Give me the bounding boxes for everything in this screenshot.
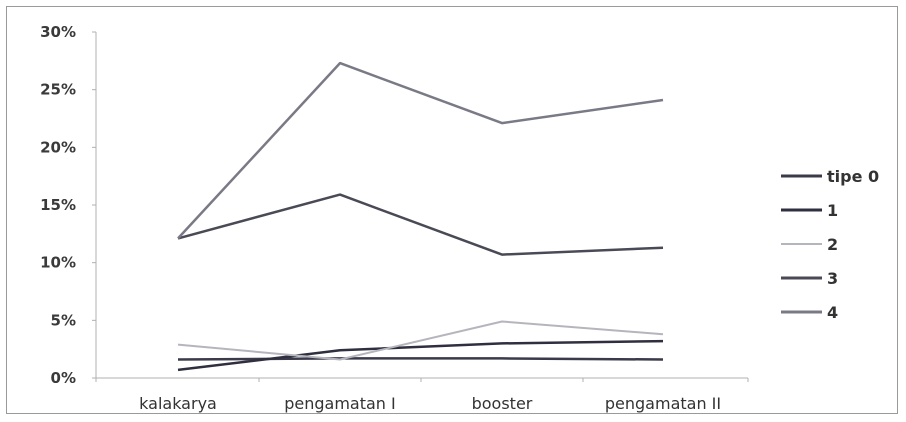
series-line-1 (177, 339, 664, 372)
legend-label-1: 1 (827, 201, 838, 220)
x-axis-ticks: kalakarya pengamatan I booster pengamatan I… (95, 378, 749, 413)
x-tick-label-1: pengamatan I (284, 394, 396, 413)
series-line-4 (177, 61, 664, 240)
x-tick-label-0: kalakarya (139, 394, 217, 413)
y-tick-label-3: 15% (40, 196, 76, 214)
y-tick-label-4: 20% (40, 138, 76, 156)
y-tick-label-5: 25% (40, 81, 76, 99)
series-line-0 (177, 357, 664, 361)
legend-label-0: tipe 0 (827, 167, 879, 186)
series-line-2 (177, 320, 664, 361)
x-tick-label-3: pengamatan II (605, 394, 721, 413)
x-tick-label-2: booster (472, 394, 533, 413)
y-tick-label-0: 0% (51, 369, 76, 387)
legend-label-2: 2 (827, 235, 838, 254)
y-tick-label-1: 5% (51, 311, 76, 329)
legend-label-3: 3 (827, 269, 838, 288)
legend-label-4: 4 (827, 303, 838, 322)
y-tick-label-6: 30% (40, 23, 76, 41)
series-line-3 (177, 193, 664, 256)
y-tick-label-2: 10% (40, 254, 76, 272)
y-axis-ticks: 0% 5% 10% 15% 20% 25% 30% (40, 23, 96, 387)
legend: tipe 0 1 2 3 4 (781, 167, 879, 322)
series-lines (177, 61, 664, 372)
